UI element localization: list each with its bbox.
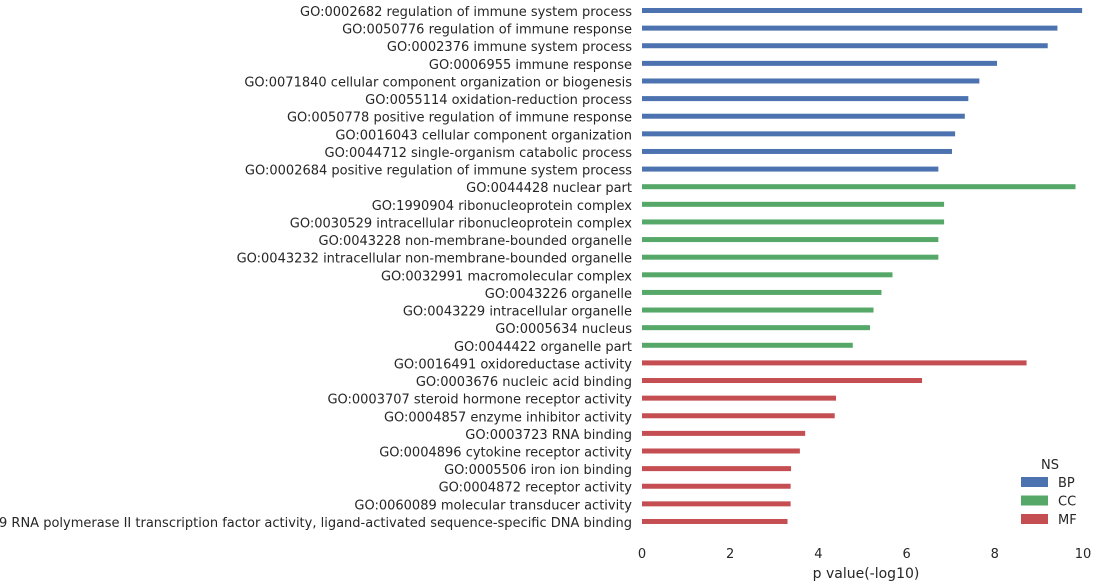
bar-cc	[642, 289, 882, 295]
legend-swatch-bp	[1021, 477, 1048, 487]
bar-mf	[642, 518, 788, 524]
bar-mf	[642, 483, 791, 489]
legend-label-mf: MF	[1058, 513, 1077, 528]
bar-mf	[642, 360, 1027, 366]
category-label: GO:0003676 nucleic acid binding	[416, 375, 632, 390]
bar-cc	[642, 219, 945, 225]
x-tick-label: 4	[814, 547, 822, 562]
category-label: GO:0002684 positive regulation of immune…	[245, 164, 632, 179]
category-label: GO:0032991 macromolecular complex	[381, 269, 632, 284]
bars-layer	[642, 8, 1083, 524]
bar-mf	[642, 378, 923, 384]
category-label: GO:0003707 steroid hormone receptor acti…	[327, 393, 632, 408]
category-label: GO:0004872 receptor activity	[439, 481, 633, 496]
bar-bp	[642, 131, 956, 137]
category-label: GO:0044428 nuclear part	[466, 181, 632, 196]
category-label: GO:0005506 iron ion binding	[444, 463, 632, 478]
bar-cc	[642, 184, 1076, 190]
bar-bp	[642, 8, 1083, 13]
category-label: GO:0044712 single-organism catabolic pro…	[325, 146, 633, 161]
x-tick-label: 6	[902, 547, 910, 562]
legend-swatch-cc	[1021, 495, 1048, 506]
bar-cc	[642, 342, 853, 348]
bar-cc	[642, 325, 870, 331]
category-label: GO:0030529 intracellular ribonucleoprote…	[290, 216, 633, 231]
category-label: GO:0002376 immune system process	[387, 40, 632, 55]
bar-mf	[642, 413, 835, 419]
bar-cc	[642, 237, 939, 243]
category-label: GO:0043226 organelle	[485, 287, 632, 302]
x-axis-ticks: 0 2 4 6 8 10	[638, 547, 1091, 562]
category-label: GO:0004896 cytokine receptor activity	[379, 446, 632, 461]
legend-label-cc: CC	[1058, 495, 1076, 510]
category-label: GO:0002682 regulation of immune system p…	[300, 5, 632, 20]
category-label: GO:0050776 regulation of immune response	[342, 23, 632, 38]
category-label: GO:1990904 ribonucleoprotein complex	[372, 199, 633, 214]
category-label: GO:0050778 positive regulation of immune…	[287, 111, 632, 126]
category-labels: GO:0002682 regulation of immune system p…	[0, 5, 632, 531]
bar-bp	[642, 166, 939, 172]
bar-bp	[642, 43, 1048, 49]
x-tick-label: 10	[1075, 547, 1092, 562]
category-label: GO:0043228 non-membrane-bounded organell…	[319, 234, 633, 249]
bar-mf	[642, 430, 806, 436]
category-label: GO:0016491 oxidoreductase activity	[394, 357, 632, 372]
legend-swatch-mf	[1021, 514, 1048, 524]
category-label: GO:0043229 intracellular organelle	[403, 305, 632, 320]
x-axis-title: p value(-log10)	[813, 566, 920, 582]
bar-bp	[642, 25, 1058, 31]
bar-mf	[642, 501, 791, 507]
bar-mf	[642, 448, 800, 454]
x-tick-label: 8	[991, 547, 999, 562]
bar-cc	[642, 307, 874, 313]
category-label: GO:0004879 RNA polymerase II transcripti…	[0, 516, 632, 531]
category-label: GO:0071840 cellular component organizati…	[244, 75, 632, 90]
category-label: GO:0003723 RNA binding	[465, 428, 632, 443]
legend-entries: BP CC MF	[1021, 476, 1077, 528]
category-label: GO:0016043 cellular component organizati…	[335, 128, 632, 143]
category-label: GO:0006955 immune response	[429, 58, 632, 73]
legend-label-bp: BP	[1058, 476, 1075, 491]
bar-cc	[642, 201, 945, 207]
category-label: GO:0044422 organelle part	[454, 340, 632, 355]
x-tick-label: 2	[726, 547, 734, 562]
bar-bp	[642, 148, 953, 154]
bar-cc	[642, 272, 893, 278]
legend: NS BP CC MF	[1021, 458, 1077, 528]
bar-bp	[642, 113, 965, 119]
category-label: GO:0043232 intracellular non-membrane-bo…	[237, 252, 632, 267]
category-label: GO:0055114 oxidation-reduction process	[365, 93, 632, 108]
bar-mf	[642, 395, 837, 401]
bar-cc	[642, 254, 939, 260]
category-label: GO:0060089 molecular transducer activity	[354, 498, 632, 513]
bar-bp	[642, 60, 998, 66]
bar-bp	[642, 78, 980, 84]
category-label: GO:0004857 enzyme inhibitor activity	[384, 410, 632, 425]
bar-bp	[642, 96, 969, 102]
x-tick-label: 0	[638, 547, 646, 562]
legend-title: NS	[1041, 458, 1059, 473]
category-label: GO:0005634 nucleus	[495, 322, 632, 337]
bar-mf	[642, 466, 792, 472]
